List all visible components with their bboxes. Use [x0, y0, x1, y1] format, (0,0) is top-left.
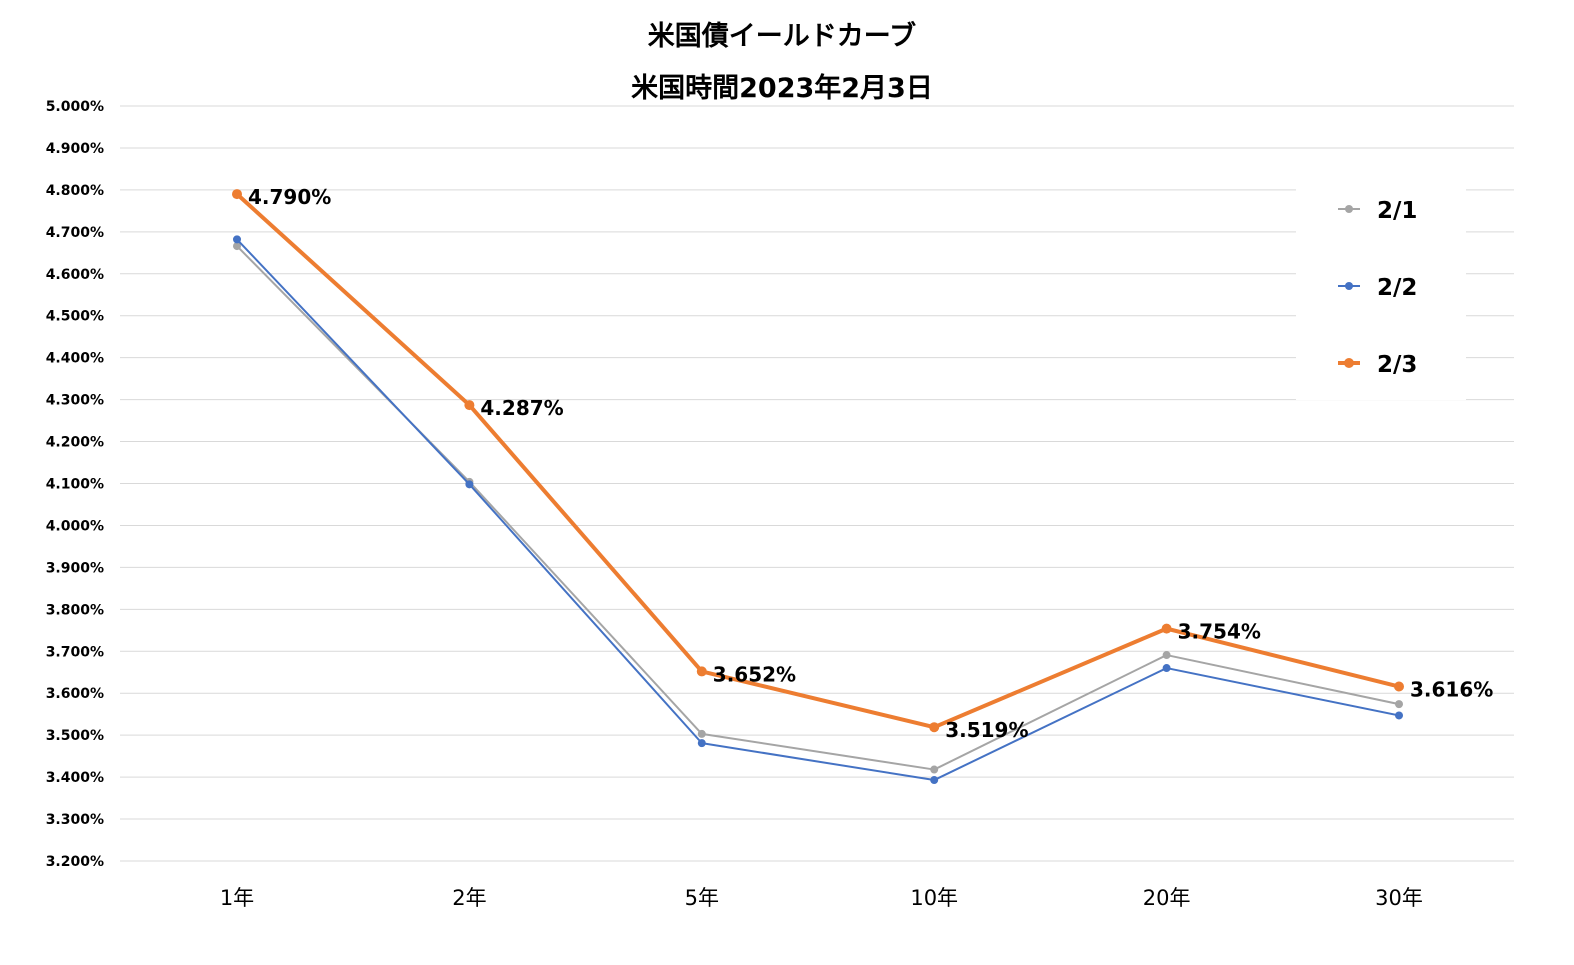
data-point: [232, 189, 242, 200]
y-tick-label: 3.700%: [46, 644, 104, 660]
data-label: 3.519%: [945, 718, 1028, 742]
x-axis-ticks: 1年 2年 5年 10年 20年 30年: [220, 886, 1423, 910]
y-tick-label: 3.300%: [46, 812, 104, 828]
legend-label: 2/2: [1377, 275, 1417, 301]
legend-label: 2/3: [1377, 352, 1417, 378]
data-point: [930, 765, 939, 774]
legend: 2/1 2/2 2/3: [1338, 198, 1417, 378]
x-tick-label: 10年: [910, 886, 958, 910]
data-label: 4.287%: [480, 396, 563, 420]
x-tick-label: 2年: [452, 886, 486, 910]
data-label: 4.790%: [248, 185, 331, 209]
series-lines: [232, 189, 1404, 785]
y-axis-ticks: 3.200% 3.300% 3.400% 3.500% 3.600% 3.700% 3.80…: [46, 99, 104, 870]
data-point: [930, 776, 939, 785]
y-tick-label: 4.200%: [46, 435, 104, 451]
y-tick-label: 4.500%: [46, 309, 104, 325]
y-tick-label: 3.400%: [46, 770, 104, 786]
y-tick-label: 4.900%: [46, 141, 104, 157]
y-tick-label: 5.000%: [46, 99, 104, 115]
data-point: [464, 400, 475, 411]
y-tick-label: 4.000%: [46, 518, 104, 534]
data-point: [233, 235, 241, 244]
legend-label: 2/1: [1377, 198, 1417, 224]
data-point: [233, 242, 241, 251]
x-tick-label: 5年: [685, 886, 719, 910]
data-label: 3.754%: [1178, 620, 1261, 644]
data-labels: 4.790% 4.287% 3.652% 3.519% 3.754% 3.616%: [248, 185, 1493, 742]
y-tick-label: 4.100%: [46, 477, 104, 493]
series-line-2-2: [236, 238, 1400, 782]
legend-background: [1296, 185, 1466, 400]
chart-title: 米国債イールドカーブ: [648, 20, 916, 52]
data-point: [696, 666, 707, 677]
y-tick-label: 4.800%: [46, 183, 104, 199]
gridlines: [120, 105, 1514, 862]
y-tick-label: 3.900%: [46, 560, 104, 576]
data-point: [1395, 711, 1403, 720]
data-point: [1395, 700, 1403, 709]
y-tick-label: 4.300%: [46, 393, 104, 409]
y-tick-label: 4.700%: [46, 225, 104, 241]
data-point: [929, 722, 940, 733]
legend-swatch-marker: [1344, 358, 1354, 368]
data-point: [1162, 664, 1171, 673]
x-tick-label: 30年: [1375, 886, 1423, 910]
data-point: [1161, 623, 1172, 634]
chart-subtitle: 米国時間2023年2月3日: [631, 72, 933, 104]
series-line-2-1: [236, 245, 1400, 771]
data-label: 3.616%: [1410, 678, 1493, 702]
data-point: [697, 729, 706, 738]
data-label: 3.652%: [713, 662, 796, 686]
x-tick-label: 1年: [220, 886, 254, 910]
y-tick-label: 3.200%: [46, 854, 104, 870]
data-point: [1394, 681, 1404, 692]
y-tick-label: 3.500%: [46, 728, 104, 744]
y-tick-label: 4.400%: [46, 351, 104, 367]
series-line-2-3: [235, 192, 1400, 730]
data-point: [1162, 651, 1171, 660]
data-point: [697, 739, 706, 748]
data-point: [465, 480, 474, 489]
legend-swatch-marker: [1345, 282, 1353, 290]
y-tick-label: 3.600%: [46, 686, 104, 702]
y-tick-label: 3.800%: [46, 602, 104, 618]
legend-swatch-marker: [1345, 205, 1353, 213]
x-tick-label: 20年: [1143, 886, 1191, 910]
y-tick-label: 4.600%: [46, 267, 104, 283]
